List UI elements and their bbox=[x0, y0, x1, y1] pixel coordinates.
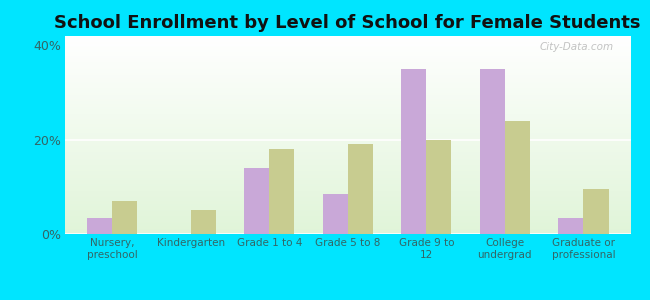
Bar bbox=[322, 194, 348, 234]
Bar bbox=[505, 121, 530, 234]
Bar bbox=[112, 201, 137, 234]
Bar bbox=[190, 210, 216, 234]
Bar bbox=[584, 189, 608, 234]
Bar bbox=[269, 149, 294, 234]
Bar bbox=[558, 218, 584, 234]
Bar bbox=[348, 144, 373, 234]
Bar bbox=[401, 69, 426, 234]
Bar bbox=[426, 140, 452, 234]
Title: School Enrollment by Level of School for Female Students: School Enrollment by Level of School for… bbox=[55, 14, 641, 32]
Bar bbox=[480, 69, 505, 234]
Bar bbox=[244, 168, 269, 234]
Bar bbox=[87, 218, 112, 234]
Text: City-Data.com: City-Data.com bbox=[540, 42, 614, 52]
